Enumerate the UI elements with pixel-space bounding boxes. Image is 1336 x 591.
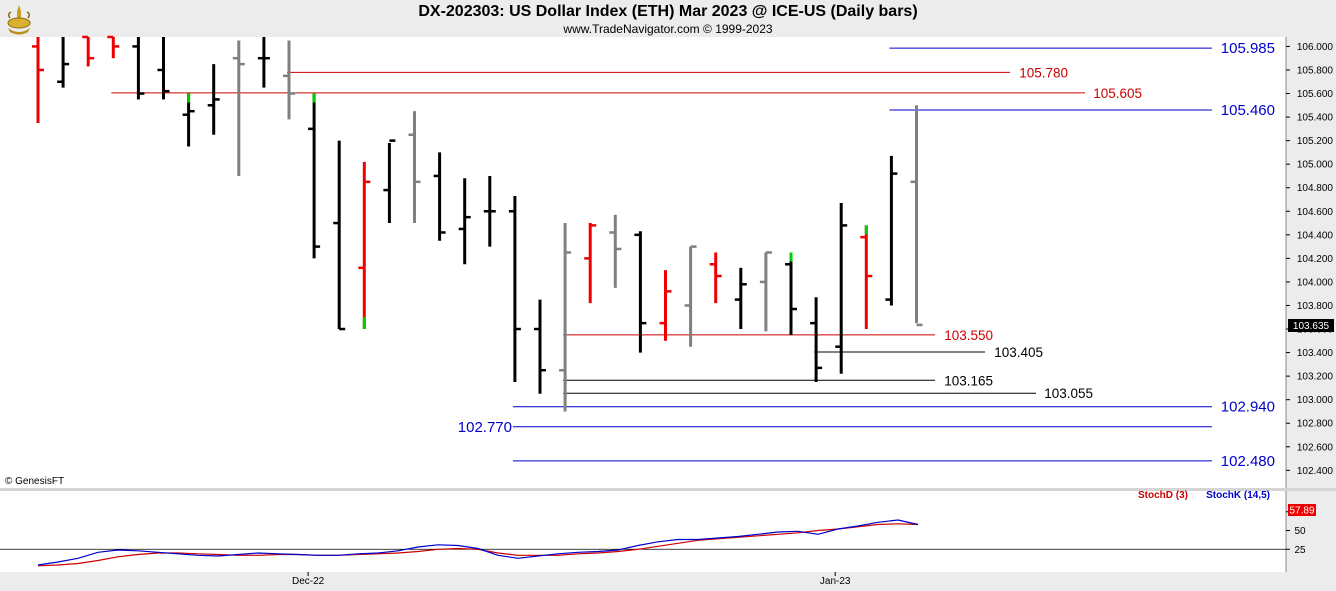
- stoch-tick-label: 25: [1294, 545, 1306, 556]
- x-tick-label: Dec-22: [292, 576, 325, 587]
- y-tick-label: 102.600: [1297, 442, 1334, 453]
- y-tick-label: 105.800: [1297, 65, 1334, 76]
- ohlc-bar: [634, 231, 647, 353]
- level-lines: 105.985 105.780 105.605 105.460 103.550103.4…: [111, 40, 1275, 470]
- ohlc-bar: [232, 40, 245, 176]
- level-label-103-405: 103.405: [994, 345, 1043, 360]
- ohlc-bar: [157, 37, 170, 100]
- panel-divider[interactable]: [0, 488, 1336, 491]
- date-axis-labels: Dec-22 Jan-23: [292, 572, 851, 587]
- stochastic-lines: [0, 519, 1286, 567]
- y-tick-label: 106.000: [1297, 42, 1334, 53]
- ohlc-bars: [32, 35, 923, 412]
- legend-stochk: StochK (14,5): [1206, 490, 1270, 501]
- ohlc-bar: [408, 111, 421, 224]
- ohlc-bar: [82, 35, 95, 67]
- y-tick-label: 103.000: [1297, 395, 1334, 406]
- y-tick-label: 104.400: [1297, 230, 1334, 241]
- ohlc-bar: [57, 37, 70, 88]
- price-y-axis: 102.400 102.600 102.800 103.000 103.200 103.4…: [1286, 42, 1333, 477]
- ohlc-bar: [860, 225, 873, 330]
- ohlc-bar: [458, 178, 471, 265]
- level-label-102-480: 102.480: [1221, 453, 1275, 470]
- ohlc-bar: [559, 223, 572, 412]
- ohlc-bar: [709, 252, 722, 304]
- stoch-tick-label: 50: [1294, 526, 1306, 537]
- level-label-102-940: 102.940: [1221, 399, 1275, 416]
- stoch-current-value: 57.89: [1289, 506, 1314, 517]
- ohlc-bar: [132, 37, 145, 100]
- chart-subtitle: www.TradeNavigator.com © 1999-2023: [563, 22, 773, 36]
- date-axis: [0, 572, 1286, 591]
- x-tick-label: Jan-23: [820, 576, 851, 587]
- y-tick-label: 103.800: [1297, 301, 1334, 312]
- watermark-text: © GenesisFT: [5, 476, 64, 487]
- chart-header: DX-202303: US Dollar Index (ETH) Mar 202…: [0, 0, 1336, 37]
- y-tick-label: 105.000: [1297, 160, 1334, 171]
- ohlc-bar: [734, 267, 747, 330]
- ohlc-bar: [333, 140, 346, 331]
- current-price-box: [1288, 319, 1334, 332]
- stoch-line-stochd: [37, 523, 919, 567]
- ohlc-bar: [609, 214, 622, 288]
- ohlc-bar: [835, 203, 848, 374]
- y-tick-label: 103.400: [1297, 348, 1334, 359]
- stoch-line-stochk: [37, 519, 919, 566]
- y-tick-label: 104.200: [1297, 254, 1334, 265]
- current-price-label: 103.635: [1293, 321, 1330, 332]
- y-tick-label: 104.600: [1297, 207, 1334, 218]
- level-label-103-055: 103.055: [1044, 386, 1093, 401]
- ohlc-bar: [584, 223, 597, 304]
- ohlc-bar: [383, 139, 396, 224]
- ohlc-bar: [32, 37, 44, 123]
- level-label-105-605: 105.605: [1093, 86, 1142, 101]
- ohlc-bar: [358, 161, 371, 330]
- ohlc-bar: [283, 40, 295, 120]
- ohlc-bar: [508, 195, 521, 383]
- level-label-105-780: 105.780: [1019, 65, 1068, 80]
- level-label-103-165: 103.165: [944, 373, 993, 388]
- ohlc-bar: [433, 152, 446, 241]
- ohlc-bar: [810, 297, 823, 383]
- ohlc-bar: [885, 155, 898, 306]
- legend-stochd: StochD (3): [1138, 490, 1188, 501]
- y-tick-label: 104.800: [1297, 183, 1334, 194]
- ohlc-bar: [308, 93, 321, 259]
- price-plot-area[interactable]: [0, 37, 1286, 488]
- ohlc-bar: [483, 175, 496, 247]
- ohlc-bar: [534, 299, 546, 394]
- ohlc-bar: [684, 245, 697, 347]
- ohlc-bar: [759, 251, 772, 332]
- ohlc-bar: [182, 93, 195, 147]
- ohlc-bar: [207, 64, 220, 135]
- y-tick-label: 104.000: [1297, 277, 1334, 288]
- ohlc-bar: [910, 105, 923, 327]
- y-tick-label: 103.200: [1297, 372, 1334, 383]
- level-label-105-985: 105.985: [1221, 40, 1275, 57]
- stochastic-plot-area[interactable]: [0, 491, 1286, 572]
- y-tick-label: 102.400: [1297, 466, 1334, 477]
- ohlc-bar: [659, 270, 672, 341]
- level-label-105-460: 105.460: [1221, 102, 1275, 119]
- y-tick-label: 105.200: [1297, 136, 1334, 147]
- gold-bull-logo-icon: [7, 5, 31, 35]
- y-tick-label: 105.600: [1297, 89, 1334, 100]
- ohlc-bar: [107, 35, 120, 59]
- ohlc-bar: [785, 252, 797, 335]
- chart-title: DX-202303: US Dollar Index (ETH) Mar 202…: [418, 3, 918, 20]
- y-tick-label: 102.800: [1297, 419, 1334, 430]
- level-label-103-550: 103.550: [944, 328, 993, 343]
- level-label-102-770: 102.770: [458, 419, 512, 436]
- ohlc-bar: [257, 37, 270, 88]
- stoch-current-box: [1288, 504, 1316, 516]
- y-tick-label: 105.400: [1297, 113, 1334, 124]
